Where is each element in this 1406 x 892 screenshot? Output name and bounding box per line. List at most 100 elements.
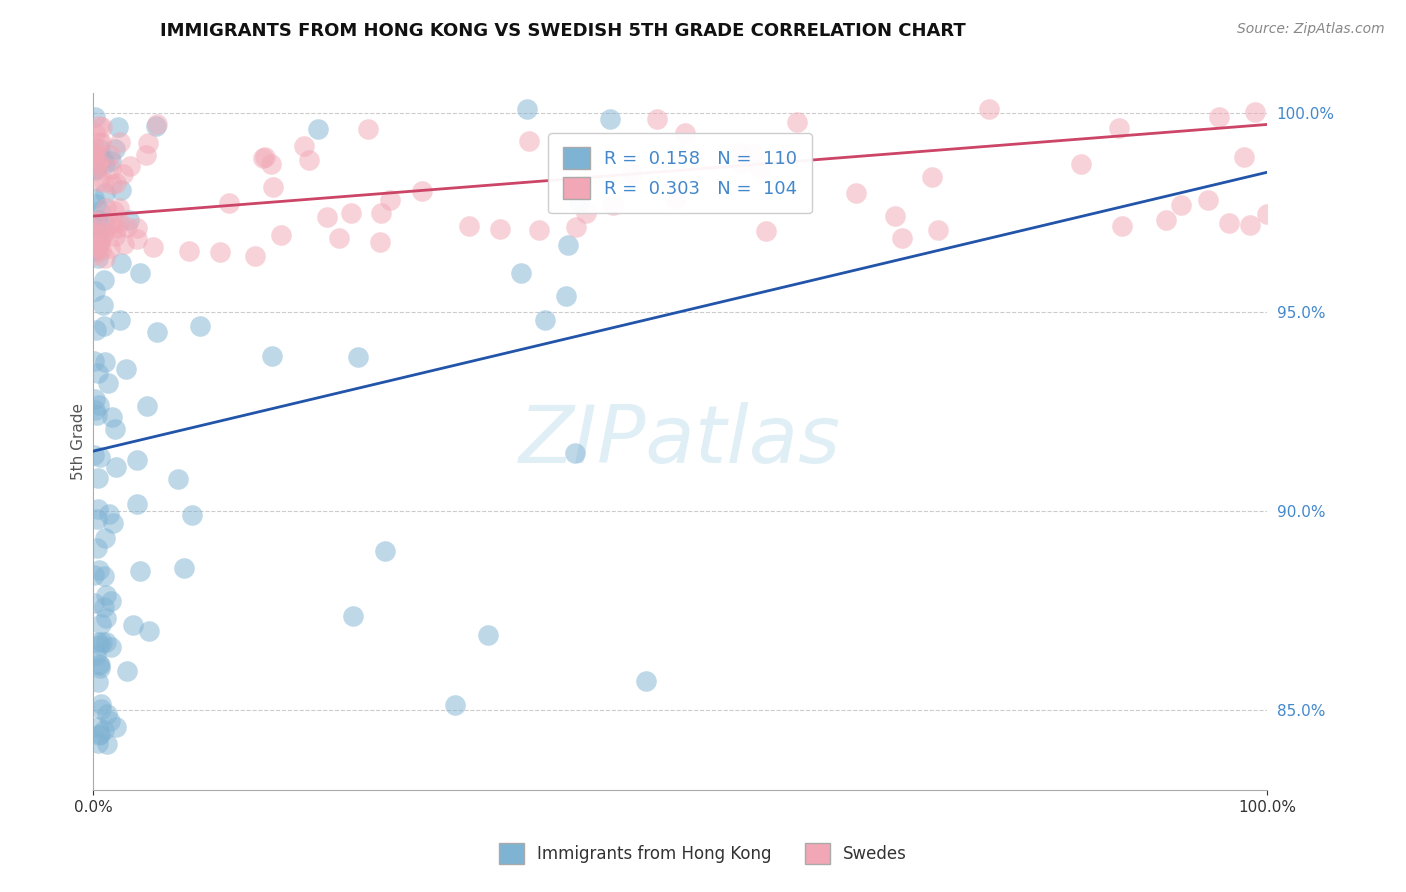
Point	[93, 569, 115, 583]
Point	[87, 657, 110, 671]
Point	[91, 298, 114, 312]
Point	[104, 422, 127, 436]
Point	[252, 151, 274, 165]
Point	[104, 720, 127, 734]
Point	[891, 230, 914, 244]
Point	[83, 191, 105, 205]
Point	[89, 119, 111, 133]
Point	[87, 160, 110, 174]
Point	[749, 162, 772, 177]
Point	[115, 665, 138, 679]
Point	[94, 201, 117, 215]
Point	[1197, 194, 1219, 208]
Point	[104, 228, 127, 243]
Point	[83, 147, 105, 161]
Point	[86, 501, 108, 516]
Point	[96, 737, 118, 751]
Point	[564, 446, 586, 460]
Point	[118, 213, 141, 227]
Point	[83, 225, 105, 239]
Point	[84, 323, 107, 337]
Point	[86, 720, 108, 734]
Point	[89, 142, 111, 156]
Point	[101, 516, 124, 530]
Point	[87, 398, 110, 412]
Point	[89, 136, 111, 150]
Point	[86, 409, 108, 423]
Point	[89, 727, 111, 741]
Point	[218, 196, 240, 211]
Point	[145, 119, 167, 133]
Point	[374, 544, 396, 558]
Point	[108, 313, 131, 327]
Point	[254, 150, 277, 164]
Point	[104, 142, 127, 156]
Point	[103, 221, 125, 235]
Point	[94, 588, 117, 602]
Point	[127, 221, 149, 235]
Text: Source: ZipAtlas.com: Source: ZipAtlas.com	[1237, 22, 1385, 37]
Point	[84, 403, 107, 417]
Point	[90, 244, 112, 258]
Point	[145, 117, 167, 131]
Point	[180, 508, 202, 522]
Point	[1239, 218, 1261, 232]
Point	[927, 223, 949, 237]
Point	[98, 714, 121, 728]
Y-axis label: 5th Grade: 5th Grade	[72, 402, 86, 480]
Point	[87, 728, 110, 742]
Point	[260, 157, 283, 171]
Point	[96, 706, 118, 721]
Point	[86, 541, 108, 555]
Point	[87, 153, 110, 168]
Point	[173, 561, 195, 575]
Point	[97, 376, 120, 390]
Point	[87, 227, 110, 242]
Point	[90, 231, 112, 245]
Point	[328, 230, 350, 244]
Point	[89, 661, 111, 675]
Point	[118, 159, 141, 173]
Point	[1232, 150, 1254, 164]
Point	[108, 201, 131, 215]
Point	[91, 152, 114, 166]
Point	[83, 155, 105, 169]
Point	[83, 214, 105, 228]
Point	[83, 147, 105, 161]
Point	[94, 355, 117, 369]
Point	[93, 272, 115, 286]
Point	[87, 251, 110, 265]
Point	[127, 232, 149, 246]
Point	[83, 248, 105, 262]
Point	[128, 266, 150, 280]
Point	[620, 166, 643, 180]
Point	[93, 599, 115, 614]
Point	[87, 239, 110, 253]
Point	[786, 114, 808, 128]
Point	[115, 361, 138, 376]
Point	[340, 206, 363, 220]
Point	[243, 249, 266, 263]
Point	[112, 237, 135, 252]
Legend: R =  0.158   N =  110, R =  0.303   N =  104: R = 0.158 N = 110, R = 0.303 N = 104	[548, 133, 811, 213]
Point	[128, 565, 150, 579]
Point	[84, 110, 107, 124]
Point	[125, 453, 148, 467]
Point	[97, 507, 120, 521]
Point	[731, 156, 754, 170]
Point	[100, 217, 122, 231]
Point	[94, 611, 117, 625]
Point	[104, 460, 127, 475]
Point	[307, 122, 329, 136]
Point	[845, 186, 868, 201]
Point	[87, 367, 110, 381]
Point	[98, 241, 121, 255]
Point	[179, 244, 201, 258]
Point	[270, 227, 292, 242]
Point	[565, 220, 588, 235]
Point	[83, 244, 105, 259]
Text: IMMIGRANTS FROM HONG KONG VS SWEDISH 5TH GRADE CORRELATION CHART: IMMIGRANTS FROM HONG KONG VS SWEDISH 5TH…	[159, 22, 966, 40]
Point	[83, 162, 105, 177]
Point	[110, 183, 132, 197]
Point	[443, 698, 465, 713]
